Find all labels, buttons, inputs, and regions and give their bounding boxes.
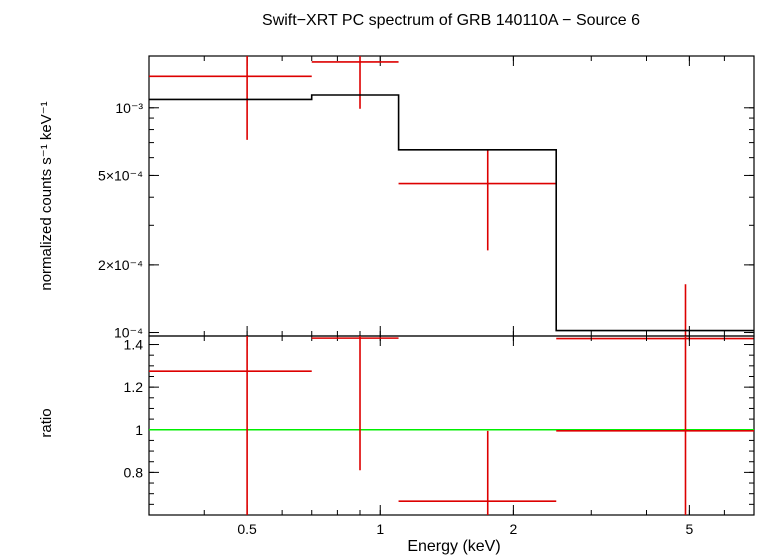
- y-tick-label: 1.2: [124, 379, 144, 395]
- y-tick-label: 1: [135, 422, 143, 438]
- panel-frame: [148, 55, 755, 337]
- y-tick-label: 0.8: [124, 464, 144, 480]
- data-point: [398, 149, 557, 251]
- data-point: [556, 336, 754, 515]
- data-point: [398, 430, 557, 515]
- model-step-line: [149, 94, 754, 332]
- y-tick-label: 10⁻⁴: [114, 325, 143, 341]
- y-tick-label: 10⁻³: [115, 100, 143, 116]
- x-tick-label: 5: [685, 521, 693, 537]
- data-point: [149, 336, 312, 515]
- spectrum-panel: 10⁻³ 5×10⁻⁴ 2×10⁻⁴ 10⁻⁴: [98, 55, 755, 341]
- x-tick-label: 0.5: [237, 521, 257, 537]
- data-point: [311, 336, 399, 471]
- y-tick-label: 2×10⁻⁴: [98, 257, 143, 273]
- data-point: [556, 284, 754, 340]
- panel-frame: [148, 335, 755, 516]
- y-axis-label-top: normalized counts s⁻¹ keV⁻¹: [38, 101, 55, 290]
- x-tick-label: 1: [376, 521, 384, 537]
- ratio-panel: 1.4 1.2 1 0.8 0.5 1 2 5: [124, 335, 755, 537]
- data-point: [311, 56, 399, 109]
- chart-title: Swift−XRT PC spectrum of GRB 140110A − S…: [262, 12, 640, 29]
- data-point: [149, 56, 312, 140]
- y-axis-label-bottom: ratio: [38, 408, 55, 437]
- y-tick-label: 1.4: [124, 337, 144, 353]
- y-tick-label: 5×10⁻⁴: [98, 167, 143, 183]
- x-tick-label: 2: [509, 521, 517, 537]
- x-axis-label: Energy (keV): [407, 538, 500, 555]
